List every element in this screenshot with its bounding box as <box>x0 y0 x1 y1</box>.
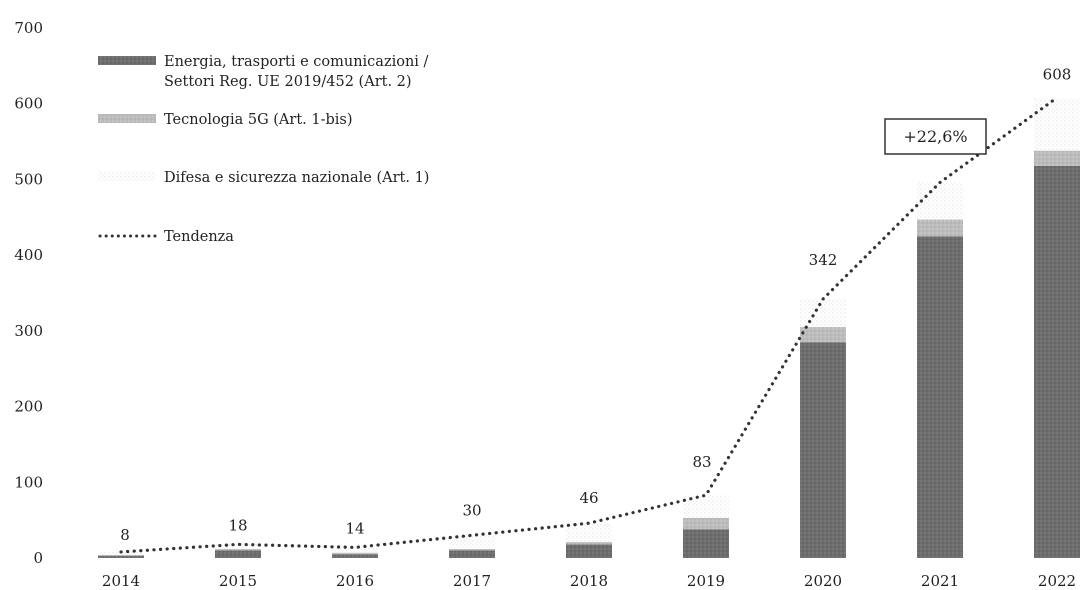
value-label: 30 <box>462 501 481 519</box>
legend-label-energia-line2: Settori Reg. UE 2019/452 (Art. 2) <box>164 74 412 90</box>
x-tick-label: 2015 <box>219 572 257 590</box>
legend-swatch-5g <box>98 114 156 123</box>
y-tick-label: 500 <box>14 170 43 188</box>
trend-polyline <box>119 96 1059 554</box>
x-axis-ticks: 2014 2015 2016 2017 2018 2019 2020 2021 2022 <box>102 572 1076 590</box>
legend: Energia, trasporti e comunicazioni / Set… <box>98 54 429 245</box>
bar-segment <box>917 236 963 558</box>
y-tick-label: 100 <box>14 473 43 491</box>
bar-segment <box>917 182 963 220</box>
legend-label-difesa: Difesa e sicurezza nazionale (Art. 1) <box>164 170 429 186</box>
legend-label-5g: Tecnologia 5G (Art. 1-bis) <box>164 112 353 128</box>
bar-segment <box>1034 150 1080 166</box>
bar-segment <box>98 554 144 556</box>
growth-callout-box <box>884 118 987 155</box>
value-label: 342 <box>809 251 838 269</box>
bar-segment <box>683 529 729 558</box>
bar-segment <box>215 544 261 549</box>
bar-segment <box>332 547 378 553</box>
value-label: 46 <box>579 489 598 507</box>
x-tick-label: 2022 <box>1038 572 1076 590</box>
x-tick-label: 2016 <box>336 572 374 590</box>
bar-segment <box>800 327 846 343</box>
x-tick-label: 2020 <box>804 572 842 590</box>
legend-label-energia-line1: Energia, trasporti e comunicazioni / <box>164 54 429 70</box>
bar-segment <box>332 552 378 555</box>
growth-callout: +22,6% <box>884 118 987 155</box>
bar-segment <box>566 542 612 545</box>
bar-segment <box>449 548 495 551</box>
y-tick-label: 300 <box>14 322 43 340</box>
bar-segment <box>449 535 495 549</box>
bar-segment <box>449 550 495 558</box>
y-tick-label: 600 <box>14 95 43 113</box>
bar-segment <box>215 548 261 551</box>
x-tick-label: 2019 <box>687 572 725 590</box>
trend-line <box>119 96 1059 554</box>
bar-segment <box>332 554 378 558</box>
bar-segment <box>683 517 729 530</box>
bar-segment <box>1034 97 1080 151</box>
bar-segment <box>683 495 729 518</box>
x-tick-label: 2014 <box>102 572 140 590</box>
x-tick-label: 2018 <box>570 572 608 590</box>
bar-segment <box>917 219 963 237</box>
bar-segment <box>566 544 612 558</box>
value-label: 14 <box>345 519 364 537</box>
bar-segment <box>566 523 612 543</box>
legend-label-tendenza: Tendenza <box>164 229 234 245</box>
bar-segment <box>1034 165 1080 559</box>
bar-segment <box>800 342 846 558</box>
value-label: 83 <box>692 453 711 471</box>
y-tick-label: 0 <box>33 549 43 567</box>
x-tick-label: 2017 <box>453 572 491 590</box>
growth-callout-text: +22,6% <box>903 127 967 146</box>
value-label: 608 <box>1043 66 1072 84</box>
legend-swatch-difesa <box>98 172 156 181</box>
bar-segment <box>800 299 846 328</box>
value-label: 18 <box>228 516 247 534</box>
x-tick-label: 2021 <box>921 572 959 590</box>
legend-swatch-energia <box>98 56 156 65</box>
y-tick-label: 400 <box>14 246 43 264</box>
bar-segment <box>98 555 144 558</box>
bar-segment <box>215 550 261 558</box>
y-tick-label: 700 <box>14 19 43 37</box>
y-axis-ticks: 0 100 200 300 400 500 600 700 <box>14 19 43 567</box>
value-label: 8 <box>120 526 130 544</box>
y-tick-label: 200 <box>14 398 43 416</box>
bars <box>98 97 1080 559</box>
